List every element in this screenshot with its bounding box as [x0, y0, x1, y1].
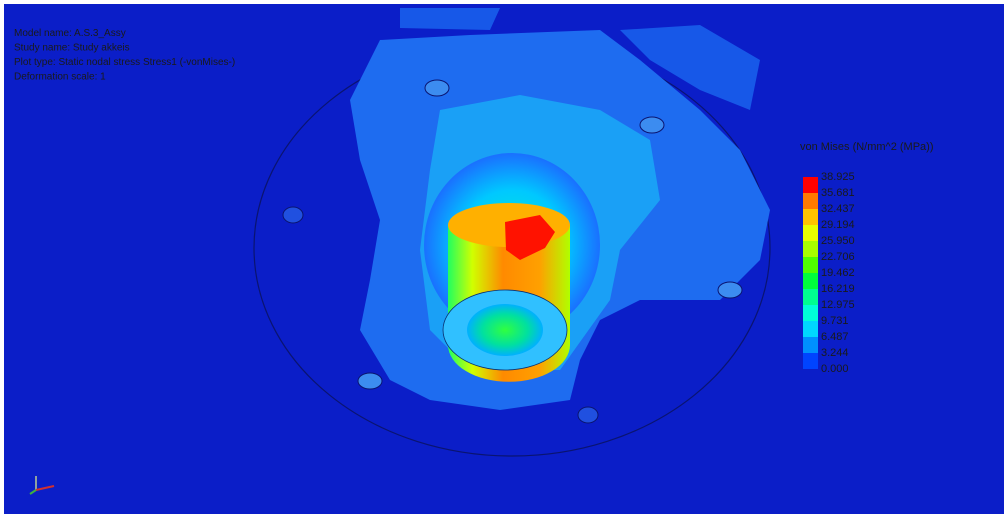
legend-swatch — [803, 337, 818, 353]
legend-swatch — [803, 225, 818, 241]
legend-label: 29.194 — [821, 219, 855, 231]
legend-label: 9.731 — [821, 315, 849, 327]
bolt-hole — [718, 282, 742, 298]
bolt-hole — [283, 207, 303, 223]
legend-swatch — [803, 273, 818, 289]
legend-label: 19.462 — [821, 267, 855, 279]
info-line: Plot type: Static nodal stress Stress1 (… — [14, 57, 235, 68]
bolt-hole — [425, 80, 449, 96]
legend-swatch — [803, 177, 818, 193]
legend-label: 0.000 — [821, 363, 849, 375]
legend-swatch — [803, 209, 818, 225]
legend-label: 6.487 — [821, 331, 849, 343]
legend-label: 25.950 — [821, 235, 855, 247]
legend-label: 38.925 — [821, 171, 855, 183]
legend-swatch — [803, 353, 818, 369]
legend-label: 3.244 — [821, 347, 849, 359]
legend-label: 16.219 — [821, 283, 855, 295]
legend-swatch — [803, 321, 818, 337]
info-line: Study name: Study akkeis — [14, 43, 130, 54]
stress-plot-view: Model name: A.S.3_Assy Study name: Study … — [0, 0, 1008, 518]
legend-swatch — [803, 289, 818, 305]
cylinder-bore — [467, 304, 543, 356]
legend-label: 35.681 — [821, 187, 855, 199]
legend-label: 32.437 — [821, 203, 855, 215]
legend-swatch — [803, 305, 818, 321]
legend-label: 22.706 — [821, 251, 855, 263]
bolt-hole — [358, 373, 382, 389]
legend-swatch — [803, 257, 818, 273]
info-line: Deformation scale: 1 — [14, 72, 106, 83]
legend-label: 12.975 — [821, 299, 855, 311]
bolt-hole — [578, 407, 598, 423]
info-line: Model name: A.S.3_Assy — [14, 28, 126, 39]
legend-title: von Mises (N/mm^2 (MPa)) — [800, 141, 934, 153]
legend-swatch — [803, 193, 818, 209]
bolt-hole — [640, 117, 664, 133]
legend-swatch — [803, 241, 818, 257]
